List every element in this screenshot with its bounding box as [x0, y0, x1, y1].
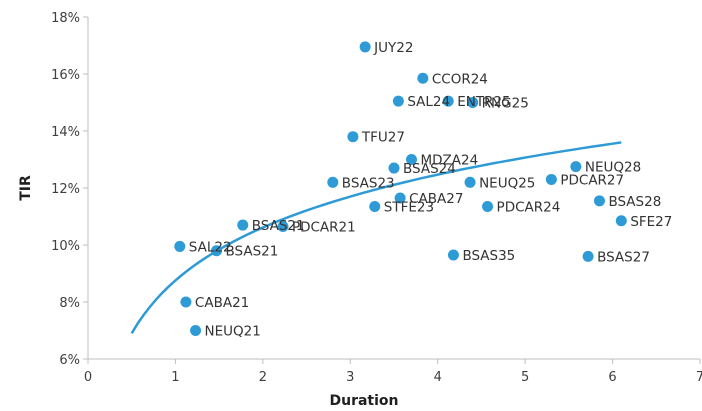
data-label: BSAS21	[226, 244, 279, 260]
y-tick-label: 8%	[59, 296, 80, 311]
data-label: CCOR24	[432, 71, 488, 87]
data-label: BSAS21	[252, 218, 305, 234]
data-points	[174, 41, 627, 336]
data-label: BSAS28	[608, 194, 661, 210]
data-point	[190, 325, 202, 336]
data-point	[388, 162, 400, 174]
data-label: NEUQ28	[585, 160, 641, 176]
data-label: SAL22	[189, 239, 232, 255]
data-point	[593, 195, 605, 207]
data-label: BSAS23	[342, 175, 395, 191]
data-label: ENTR25	[457, 94, 510, 110]
data-label: SAL24	[407, 94, 450, 110]
data-point	[327, 176, 339, 188]
y-tick-label: 14%	[51, 125, 80, 140]
data-point	[467, 97, 479, 108]
data-point	[464, 176, 476, 188]
data-label: NEUQ25	[479, 175, 535, 191]
axes	[83, 16, 701, 364]
data-label: RNG25	[482, 96, 529, 112]
data-label: SFE27	[630, 214, 672, 230]
data-label: JUY22	[373, 40, 413, 56]
data-label: TFU27	[361, 130, 405, 146]
data-point	[394, 192, 406, 204]
data-point	[277, 220, 289, 232]
y-tick-label: 16%	[51, 68, 80, 83]
x-tick-label: 7	[696, 370, 702, 385]
x-tick-label: 6	[608, 370, 616, 385]
data-label: PDCAR21	[292, 219, 356, 235]
data-point	[447, 249, 459, 261]
data-point	[392, 95, 404, 107]
data-point	[180, 296, 192, 308]
x-axis-title: Duration	[329, 393, 398, 409]
data-point	[369, 201, 381, 213]
tick-labels: 6% 8% 10% 12% 14% 16% 18% 0 1 2 3 4 5 6 7	[51, 11, 702, 385]
y-tick-label: 12%	[51, 182, 80, 197]
x-tick-label: 1	[171, 370, 179, 385]
data-label: BSAS24	[403, 161, 456, 177]
data-point	[482, 201, 494, 213]
y-tick-label: 18%	[51, 11, 80, 26]
data-label: CABA27	[409, 191, 463, 207]
data-point	[582, 250, 594, 262]
data-label: BSAS27	[597, 249, 650, 265]
x-tick-label: 2	[259, 370, 267, 385]
data-point	[615, 215, 627, 227]
data-label: PDCAR24	[497, 200, 561, 216]
data-point	[405, 154, 417, 165]
y-tick-label: 6%	[59, 353, 80, 368]
data-label: BSAS35	[462, 248, 515, 264]
y-axis-title: TIR	[18, 175, 34, 201]
data-point	[442, 95, 454, 107]
x-tick-label: 0	[84, 370, 92, 385]
x-tick-label: 4	[434, 370, 442, 385]
data-point	[174, 240, 186, 252]
data-point	[545, 173, 557, 185]
data-label: PDCAR27	[560, 172, 624, 188]
data-point	[417, 72, 429, 84]
data-label: STFE23	[384, 200, 434, 216]
data-point	[570, 161, 582, 173]
data-point	[211, 245, 223, 257]
data-label: CABA21	[195, 295, 249, 311]
x-tick-label: 5	[521, 370, 529, 385]
data-point	[237, 219, 249, 231]
data-label: NEUQ21	[205, 324, 261, 340]
data-label: MDZA24	[420, 153, 478, 169]
y-tick-label: 10%	[51, 239, 80, 254]
data-point	[359, 41, 371, 53]
data-point	[347, 131, 359, 143]
x-tick-label: 3	[346, 370, 354, 385]
